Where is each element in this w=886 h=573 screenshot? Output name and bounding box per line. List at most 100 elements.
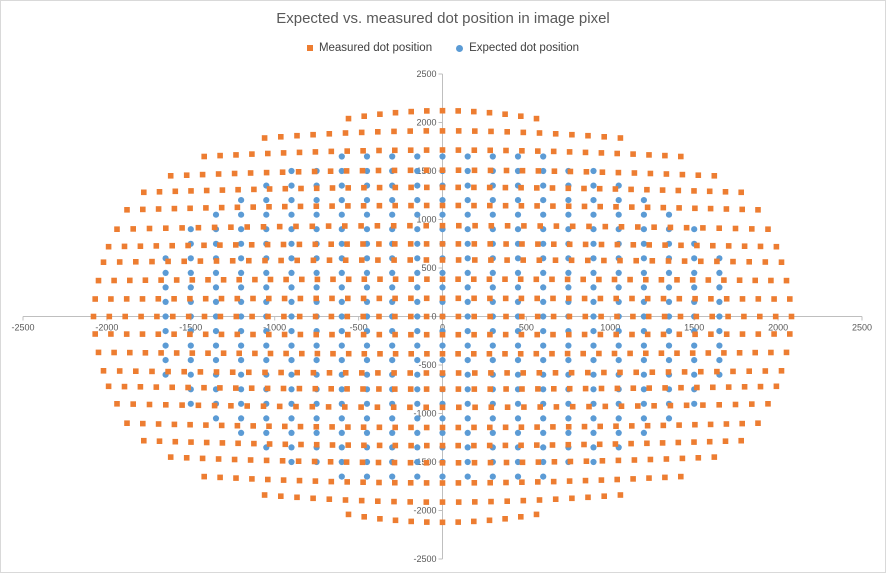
expected-point (590, 458, 597, 466)
measured-point (326, 370, 333, 376)
expected-point (716, 284, 723, 291)
measured-point (298, 441, 304, 448)
expected-point (439, 211, 446, 218)
measured-point (201, 384, 207, 391)
measured-point (310, 131, 316, 138)
measured-point (630, 151, 636, 157)
measured-point (550, 295, 556, 302)
expected-point (590, 429, 597, 436)
expected-point (665, 415, 673, 422)
measured-point (392, 331, 398, 338)
expected-point (363, 284, 371, 291)
expected-point (565, 415, 572, 422)
expected-point (363, 458, 371, 466)
measured-point (342, 370, 349, 376)
measured-point (739, 206, 745, 213)
measured-point (345, 185, 351, 191)
measured-point (95, 349, 102, 356)
measured-point (552, 370, 559, 376)
measured-point (260, 224, 267, 230)
expected-point (288, 240, 295, 247)
measured-point (327, 168, 334, 174)
expected-point (489, 153, 496, 160)
measured-point (612, 441, 619, 447)
expected-point (238, 386, 245, 393)
measured-point (518, 295, 525, 302)
measured-point (517, 351, 524, 357)
measured-point (155, 296, 162, 302)
measured-point (217, 313, 224, 320)
expected-point (489, 357, 496, 364)
expected-point (464, 298, 471, 305)
expected-point (716, 328, 723, 335)
expected-point (691, 255, 698, 262)
measured-point (280, 385, 287, 392)
measured-point (755, 331, 762, 337)
measured-point (173, 277, 180, 283)
measured-point (659, 187, 666, 193)
measured-point (660, 331, 667, 338)
measured-point (597, 203, 603, 210)
measured-point (679, 455, 686, 462)
measured-point (708, 296, 714, 302)
measured-point (105, 243, 112, 250)
expected-point (565, 269, 572, 276)
expected-point (288, 197, 295, 204)
measured-point (783, 349, 790, 356)
expected-point (414, 357, 421, 364)
expected-point (615, 415, 622, 422)
measured-point (517, 276, 524, 282)
measured-point (106, 313, 113, 320)
measured-point (407, 241, 414, 247)
expected-point (313, 284, 320, 291)
measured-point (471, 424, 477, 431)
measured-point (520, 257, 526, 263)
expected-point (489, 269, 496, 276)
measured-point (439, 147, 446, 153)
expected-point (187, 226, 194, 233)
measured-point (439, 276, 446, 282)
measured-point (613, 423, 619, 429)
measured-point (219, 187, 226, 193)
measured-point (487, 241, 493, 247)
measured-point (601, 257, 607, 264)
expected-point (716, 313, 723, 320)
measured-point (280, 150, 287, 156)
measured-point (183, 172, 190, 178)
expected-point (464, 226, 471, 233)
measured-point (582, 149, 589, 156)
expected-point (464, 473, 471, 480)
measured-point (486, 351, 493, 357)
measured-point (471, 167, 478, 174)
expected-point (212, 415, 220, 422)
measured-point (374, 404, 381, 410)
measured-point (502, 276, 508, 282)
measured-point (471, 276, 477, 282)
measured-point (295, 169, 302, 175)
x-tick-label: 1000 (600, 323, 620, 333)
measured-point (218, 422, 225, 429)
measured-point (407, 480, 414, 486)
measured-point (706, 188, 713, 195)
measured-point (439, 222, 446, 229)
expected-point (414, 328, 421, 335)
measured-point (613, 204, 619, 210)
measured-point (677, 313, 684, 320)
measured-point (455, 442, 461, 449)
measured-point (392, 295, 398, 302)
expected-point (691, 357, 698, 364)
measured-point (567, 458, 574, 465)
measured-point (325, 404, 332, 410)
measured-point (377, 276, 383, 282)
measured-point (644, 295, 651, 302)
expected-point (338, 386, 345, 393)
expected-point (212, 328, 220, 335)
measured-point (234, 295, 241, 302)
measured-point (518, 203, 525, 209)
measured-point (533, 276, 540, 283)
measured-point (765, 226, 771, 232)
measured-point (714, 368, 720, 375)
measured-point (280, 477, 287, 483)
measured-point (344, 148, 350, 154)
measured-point (325, 223, 332, 229)
